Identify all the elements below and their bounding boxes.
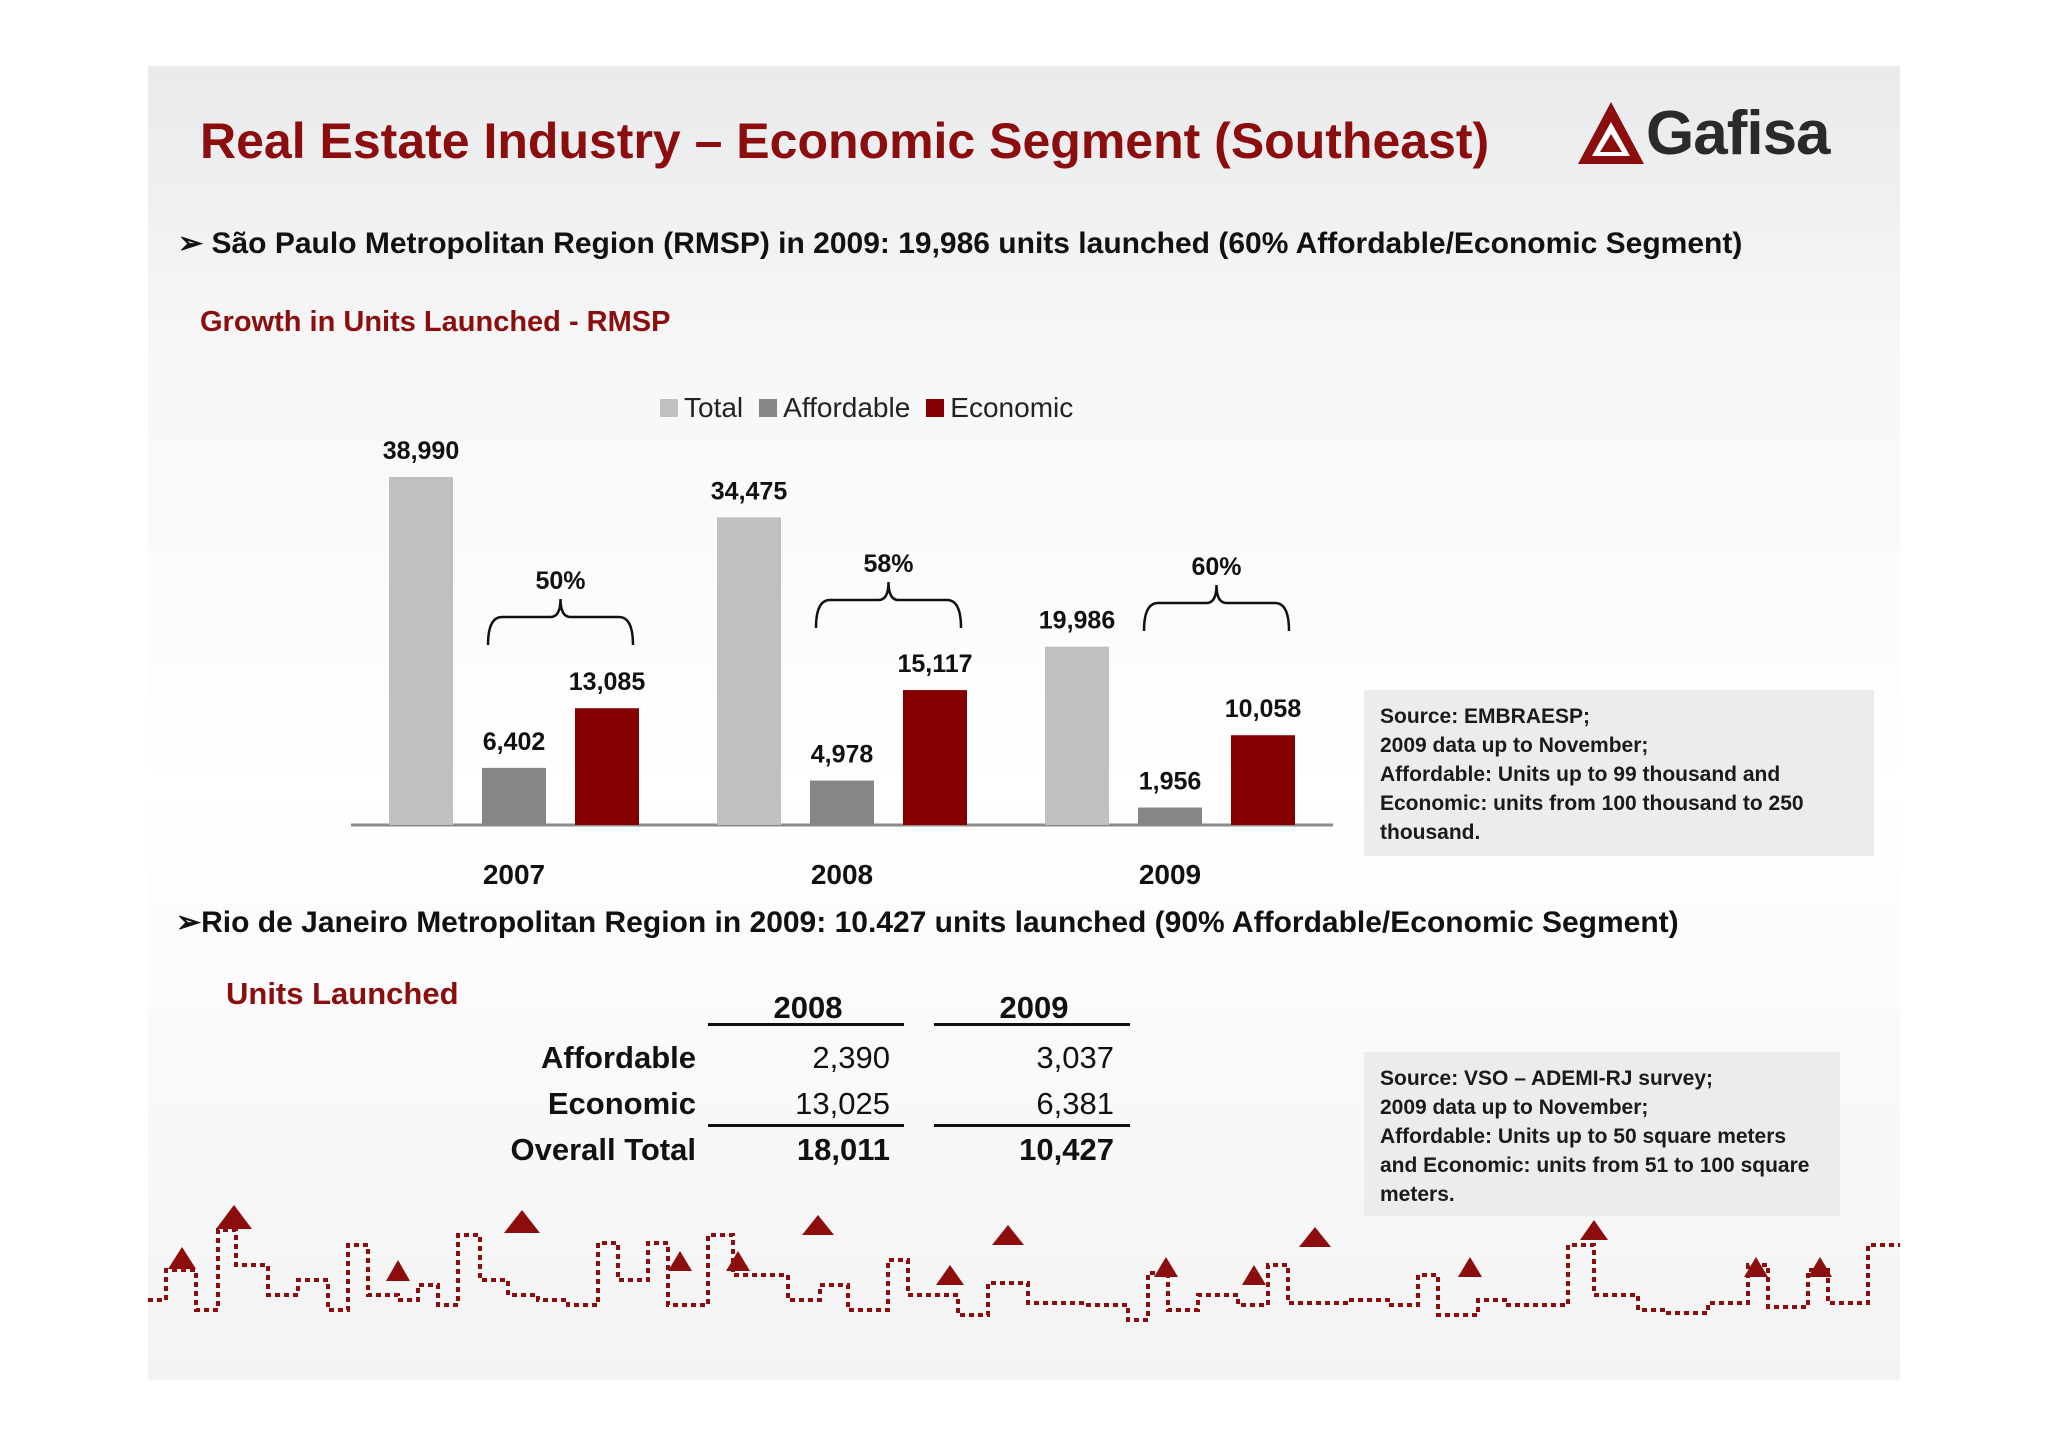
legend-item-total: Total xyxy=(660,392,743,424)
logo-text: Gafisa xyxy=(1646,99,1831,168)
cell-economic-2008: 13,025 xyxy=(795,1086,890,1121)
source-line: meters. xyxy=(1380,1183,1455,1206)
source-line: 2009 data up to November; xyxy=(1380,734,1649,757)
source-line: and Economic: units from 51 to 100 squar… xyxy=(1380,1154,1810,1177)
legend-label-affordable: Affordable xyxy=(783,392,911,423)
legend-label-total: Total xyxy=(684,392,744,423)
col-header-2008: 2008 xyxy=(773,990,843,1025)
bullet-rio-text: Rio de Janeiro Metropolitan Region in 20… xyxy=(201,906,1679,939)
bullet-rmsp: ➢ São Paulo Metropolitan Region (RMSP) i… xyxy=(178,226,1742,261)
col-header-2009: 2009 xyxy=(999,990,1069,1025)
header-rule-2008 xyxy=(708,1023,904,1026)
cell-total-2008: 18,011 xyxy=(796,1132,890,1167)
source-line: thousand. xyxy=(1380,821,1481,844)
total-rule-2008 xyxy=(708,1124,904,1127)
source-line: Source: VSO – ADEMI-RJ survey; xyxy=(1380,1067,1713,1090)
table-heading: Units Launched xyxy=(226,976,459,1011)
source-line: Affordable: Units up to 50 square meters xyxy=(1380,1125,1787,1148)
source-line: Economic: units from 100 thousand to 250 xyxy=(1380,792,1804,815)
legend-item-economic: Economic xyxy=(926,392,1073,424)
legend-swatch-economic xyxy=(926,399,945,417)
bullet-rmsp-text: São Paulo Metropolitan Region (RMSP) in … xyxy=(211,227,1743,260)
bullet-arrow-icon: ➢ xyxy=(178,227,212,260)
source-line: Affordable: Units up to 99 thousand and xyxy=(1380,763,1781,786)
decorative-skyline xyxy=(148,1205,1900,1322)
chart-legend: Total Affordable Economic xyxy=(660,392,1073,424)
source-note-rmsp: Source: EMBRAESP; 2009 data up to Novemb… xyxy=(1364,690,1874,856)
source-note-rio: Source: VSO – ADEMI-RJ survey; 2009 data… xyxy=(1364,1052,1840,1216)
total-rule-2009 xyxy=(934,1124,1130,1127)
row-label-economic: Economic xyxy=(547,1086,696,1121)
gafisa-logo: Gafisa xyxy=(1576,98,1856,172)
header-rule-2009 xyxy=(934,1023,1130,1026)
legend-swatch-affordable xyxy=(759,399,778,417)
row-label-total: Overall Total xyxy=(510,1132,697,1167)
legend-label-economic: Economic xyxy=(950,392,1074,423)
bullet-rio: ➢Rio de Janeiro Metropolitan Region in 2… xyxy=(176,905,1679,940)
page-title: Real Estate Industry – Economic Segment … xyxy=(200,113,1490,169)
source-line: Source: EMBRAESP; xyxy=(1380,705,1591,728)
cell-affordable-2009: 3,037 xyxy=(1036,1040,1114,1075)
legend-item-affordable: Affordable xyxy=(759,392,910,424)
bullet-arrow-icon: ➢ xyxy=(176,906,202,939)
chart-heading: Growth in Units Launched - RMSP xyxy=(200,306,671,338)
source-line: 2009 data up to November; xyxy=(1380,1096,1649,1119)
cell-economic-2009: 6,381 xyxy=(1036,1086,1114,1121)
cell-affordable-2008: 2,390 xyxy=(812,1040,890,1075)
gafisa-triangle-icon xyxy=(1578,102,1644,164)
cell-total-2009: 10,427 xyxy=(1019,1132,1114,1167)
legend-swatch-total xyxy=(660,399,678,417)
row-label-affordable: Affordable xyxy=(541,1040,696,1075)
